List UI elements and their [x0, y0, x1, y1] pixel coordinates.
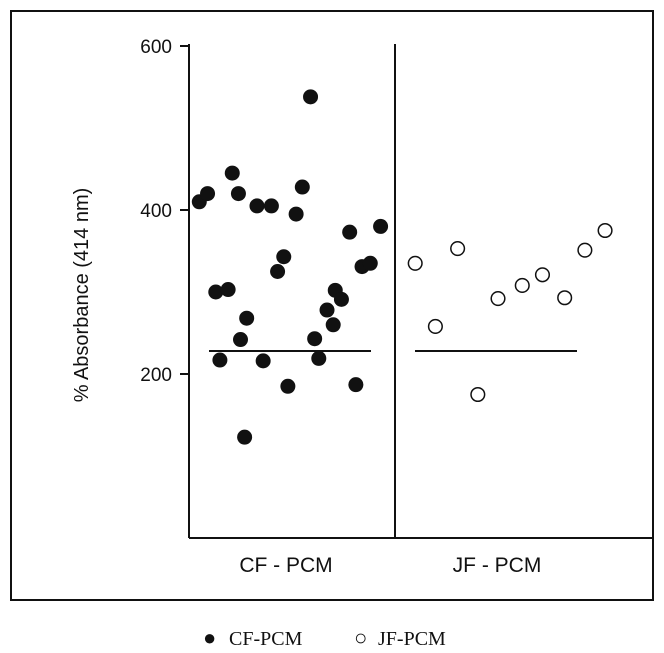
data-point [230, 186, 246, 202]
data-point [319, 302, 335, 318]
y-axis-title: % Absorbance (414 nm) [71, 188, 93, 403]
data-point [407, 255, 423, 271]
data-point [212, 352, 228, 368]
data-point [427, 318, 443, 334]
legend: ● CF-PCM ○ JF-PCM [203, 625, 446, 650]
data-point [534, 267, 551, 283]
y-tick-label: 200 [140, 365, 172, 386]
data-point [303, 89, 319, 105]
data-point [237, 429, 253, 445]
chart-frame [10, 10, 654, 601]
data-point [557, 290, 573, 306]
data-point [280, 378, 296, 394]
data-point [270, 264, 286, 279]
data-point [294, 179, 310, 195]
data-point [342, 224, 358, 240]
data-point [490, 291, 506, 307]
data-point [333, 291, 349, 307]
data-point [307, 331, 323, 347]
data-point [200, 186, 216, 202]
data-point [470, 386, 486, 403]
y-ticks: 200 400 600 [140, 37, 189, 386]
data-point [288, 206, 304, 222]
data-point [276, 249, 292, 265]
y-tick-label: 600 [140, 37, 172, 58]
data-point [362, 255, 378, 271]
legend-jf-label: JF-PCM [378, 628, 446, 650]
category-label-cf: CF - PCM [239, 554, 332, 577]
data-point [224, 165, 240, 181]
data-point [311, 350, 327, 366]
data-point [239, 310, 255, 326]
data-point [249, 198, 265, 214]
data-point [208, 284, 224, 300]
data-point [263, 198, 279, 214]
legend-cf-marker: ● [203, 625, 216, 650]
data-point [514, 277, 530, 293]
legend-jf-marker: ○ [354, 625, 367, 650]
y-tick-label: 400 [140, 201, 172, 222]
data-point [233, 332, 248, 348]
data-point [577, 242, 593, 258]
data-point [325, 317, 341, 333]
legend-cf-label: CF-PCM [229, 628, 303, 650]
data-point [450, 240, 466, 257]
data-point [348, 377, 364, 393]
data-point [220, 282, 236, 298]
data-points [191, 89, 613, 445]
category-label-jf: JF - PCM [453, 554, 542, 577]
data-point [597, 222, 613, 239]
data-point [255, 353, 271, 369]
data-point [373, 218, 389, 234]
